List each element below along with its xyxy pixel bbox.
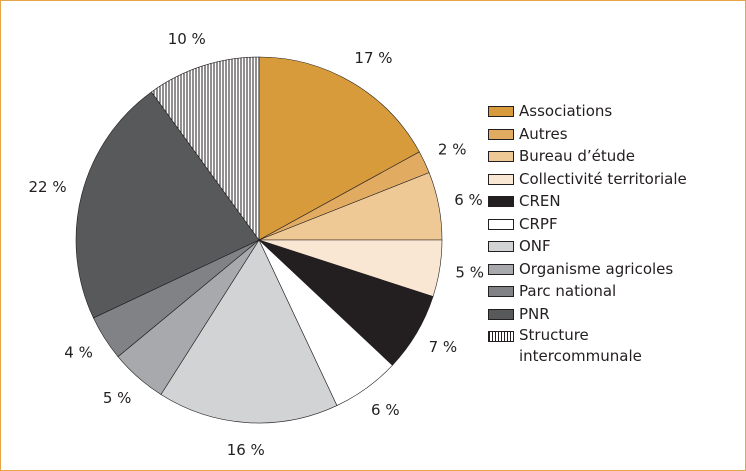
- legend-swatch: [488, 241, 514, 252]
- legend-swatch: [488, 218, 514, 230]
- legend-item: Structure intercommunale: [488, 325, 738, 367]
- legend-label: Bureau d’étude: [519, 147, 635, 165]
- legend-item: CREN: [488, 190, 738, 213]
- legend-swatch: [488, 286, 514, 297]
- data-label: 17 %: [354, 49, 392, 67]
- data-label: 16 %: [227, 441, 265, 459]
- legend-swatch: [488, 151, 514, 162]
- data-label: 2 %: [438, 141, 467, 159]
- legend-item: ONF: [488, 235, 738, 258]
- legend-swatch: [488, 308, 514, 320]
- legend-swatch: [488, 128, 514, 140]
- legend-item: Autres: [488, 123, 738, 146]
- legend-label: CREN: [519, 192, 561, 210]
- legend-swatch: [488, 196, 514, 207]
- legend-label: Collectivité territoriale: [519, 169, 687, 188]
- legend-label: ONF: [519, 237, 551, 255]
- data-label: 22 %: [29, 178, 67, 196]
- legend-label: PNR: [519, 304, 550, 323]
- legend-item: PNR: [488, 303, 738, 326]
- legend-item: Parc national: [488, 280, 738, 303]
- pie-slice: [258, 56, 420, 241]
- legend-label: Autres: [519, 124, 568, 143]
- pie-slice: [151, 56, 260, 241]
- data-label: 6 %: [371, 401, 400, 419]
- legend-swatch: [488, 106, 514, 117]
- legend-swatch: [488, 263, 514, 275]
- data-label: 10 %: [168, 30, 206, 48]
- legend-item: Collectivité territoriale: [488, 168, 738, 191]
- data-label: 4 %: [64, 344, 93, 362]
- legend-label: Associations: [519, 102, 613, 120]
- legend-item: Organisme agricoles: [488, 258, 738, 281]
- legend-item: Bureau d’étude: [488, 145, 738, 168]
- legend-label: CRPF: [519, 214, 558, 233]
- pie-slice: [75, 91, 260, 319]
- legend-label: Parc national: [519, 282, 617, 300]
- legend-swatch: [488, 173, 514, 185]
- legend-swatch: [488, 331, 514, 342]
- legend-label: Organisme agricoles: [519, 259, 674, 278]
- legend-label: Structure intercommunale: [519, 326, 642, 365]
- data-label: 5 %: [455, 264, 484, 282]
- data-label: 7 %: [429, 338, 458, 356]
- pie-slice: [160, 239, 338, 424]
- legend-item: Associations: [488, 100, 738, 123]
- data-label: 6 %: [454, 191, 483, 209]
- data-label: 5 %: [103, 389, 132, 407]
- legend-item: CRPF: [488, 213, 738, 236]
- legend: Associations Autres Bureau d’étude Collecti…: [488, 100, 738, 367]
